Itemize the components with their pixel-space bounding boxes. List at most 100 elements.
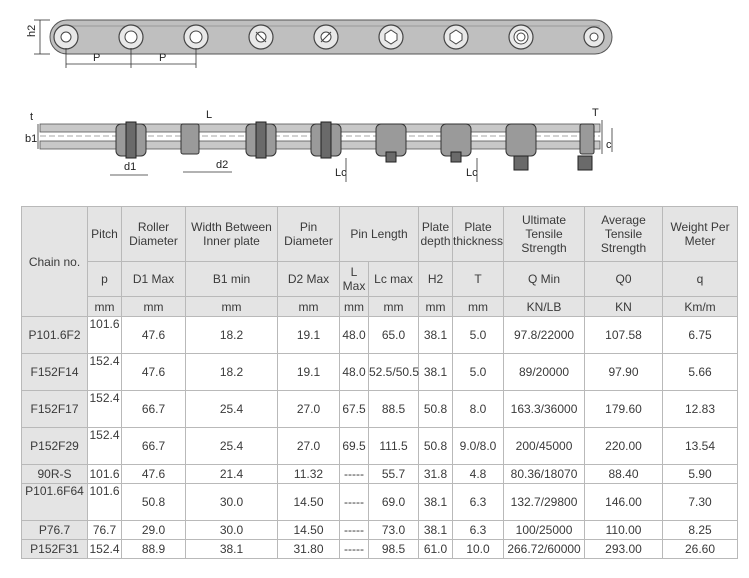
col-symbol: H2	[418, 261, 454, 297]
h2-label: h2	[26, 25, 38, 37]
table-row: P101.6F2 101.6 47.6 18.2 19.1 48.0 65.0 38.1 5.0…	[21, 316, 739, 354]
col-symbol: T	[452, 261, 505, 297]
chain-no-cell: 90R-S	[21, 464, 88, 484]
table-cell: 220.00	[584, 427, 664, 465]
col-name-pin-diameter: Pin Diameter	[277, 206, 340, 262]
table-cell: 38.1	[418, 353, 454, 391]
table-cell: 101.6	[87, 464, 122, 484]
table-cell: 98.5	[367, 539, 420, 559]
table-cell: -----	[339, 520, 369, 540]
table-cell: 66.7	[121, 390, 186, 428]
table-cell: 132.7/29800	[503, 483, 586, 521]
table-cell: 19.1	[277, 316, 340, 354]
col-symbol: Q Min	[503, 261, 586, 297]
table-cell: 100/25000	[503, 520, 586, 540]
d1-label: d1	[124, 161, 136, 173]
col-symbol: D2 Max	[277, 261, 340, 297]
col-name-pitch: Pitch	[87, 206, 122, 262]
t-label: t	[30, 111, 33, 123]
table-cell: 101.6	[87, 483, 122, 521]
table-cell: 152.4	[87, 353, 122, 391]
table-cell: 27.0	[277, 427, 340, 465]
col-symbol: Q0	[584, 261, 664, 297]
chain-plan-view: t b1 L d1 d2 Lc Lc T c	[25, 107, 613, 182]
table-cell: 5.90	[662, 464, 739, 484]
table-cell: 25.4	[185, 427, 278, 465]
chain-no-cell: P152F31	[21, 539, 88, 559]
col-name-pin-length: Pin Length	[338, 206, 420, 262]
table-cell: 10.0	[452, 539, 505, 559]
chain-no-header: Chain no.	[21, 206, 88, 317]
col-name-plate-thickness: Plate thickness	[452, 206, 505, 262]
table-cell: 47.6	[121, 316, 186, 354]
table-cell: 18.2	[185, 353, 278, 391]
table-cell: 48.0	[339, 353, 369, 391]
table-cell: 7.30	[662, 483, 739, 521]
table-row: 90R-S 101.6 47.6 21.4 11.32 ----- 55.7 31.8 4.8 8…	[21, 464, 739, 484]
col-name-weight: Weight Per Meter	[662, 206, 739, 262]
spec-table-body: P101.6F2 101.6 47.6 18.2 19.1 48.0 65.0 38.1 5.0…	[21, 316, 739, 559]
col-unit: mm	[121, 296, 186, 317]
chain-no-cell: F152F14	[21, 353, 88, 391]
table-cell: 12.83	[662, 390, 739, 428]
header-row-units: mm mm mm mm mm mm mm mm KN/LB KN Km/m	[22, 296, 739, 317]
table-cell: 110.00	[584, 520, 664, 540]
table-cell: -----	[339, 464, 369, 484]
T-label: T	[592, 107, 599, 119]
table-cell: 163.3/36000	[503, 390, 586, 428]
col-symbol: B1 min	[185, 261, 278, 297]
chain-no-cell: F152F17	[21, 390, 88, 428]
table-cell: 55.7	[367, 464, 420, 484]
col-name-plate-depth: Plate depth	[418, 206, 454, 262]
table-cell: 69.5	[339, 427, 369, 465]
chain-side-view: h2 P P	[26, 19, 613, 68]
table-cell: 26.60	[662, 539, 739, 559]
table-cell: 18.2	[185, 316, 278, 354]
col-symbol: p	[87, 261, 122, 297]
chain-no-cell: P152F29	[21, 427, 88, 465]
table-cell: 8.0	[452, 390, 505, 428]
spec-table: Chain no. Pitch Roller Diameter Width Be…	[21, 206, 739, 559]
table-cell: 88.9	[121, 539, 186, 559]
table-cell: -----	[339, 539, 369, 559]
col-name-width: Width Between Inner plate	[185, 206, 278, 262]
table-cell: 27.0	[277, 390, 340, 428]
table-cell: 38.1	[418, 316, 454, 354]
table-cell: 97.8/22000	[503, 316, 586, 354]
table-cell: 11.32	[277, 464, 340, 484]
table-cell: 6.3	[452, 520, 505, 540]
table-cell: 76.7	[87, 520, 122, 540]
table-cell: 65.0	[367, 316, 420, 354]
col-unit: mm	[185, 296, 278, 317]
table-cell: 30.0	[185, 520, 278, 540]
col-unit: Km/m	[662, 296, 739, 317]
table-cell: 6.75	[662, 316, 739, 354]
table-cell: 5.0	[452, 316, 505, 354]
table-cell: 6.3	[452, 483, 505, 521]
table-cell: 61.0	[418, 539, 454, 559]
table-row: F152F14 152.4 47.6 18.2 19.1 48.0 52.5/50.5 38.…	[21, 353, 739, 391]
table-cell: 152.4	[87, 427, 122, 465]
table-cell: 200/45000	[503, 427, 586, 465]
col-unit: mm	[339, 296, 369, 317]
table-cell: 50.8	[418, 390, 454, 428]
chain-drawing: h2 P P t	[25, 19, 613, 182]
table-cell: 152.4	[87, 390, 122, 428]
table-row: P152F29 152.4 66.7 25.4 27.0 69.5 111.5 50.8 9.0…	[21, 427, 739, 465]
table-cell: 88.40	[584, 464, 664, 484]
col-unit: mm	[418, 296, 454, 317]
col-name-average-strength: Average Tensile Strength	[584, 206, 664, 262]
table-cell: 25.4	[185, 390, 278, 428]
table-cell: 73.0	[367, 520, 420, 540]
table-cell: 5.66	[662, 353, 739, 391]
pitch-label-2: P	[159, 52, 166, 64]
c-label: c	[606, 139, 612, 151]
col-unit: KN	[584, 296, 664, 317]
table-cell: 52.5/50.5	[367, 353, 419, 391]
table-cell: 4.8	[452, 464, 505, 484]
table-cell: 38.1	[418, 520, 454, 540]
col-name-ultimate-strength: Ultimate Tensile Strength	[503, 206, 586, 262]
d2-label: d2	[216, 159, 228, 171]
col-name-roller-diameter: Roller Diameter	[121, 206, 186, 262]
table-cell: 14.50	[277, 483, 340, 521]
